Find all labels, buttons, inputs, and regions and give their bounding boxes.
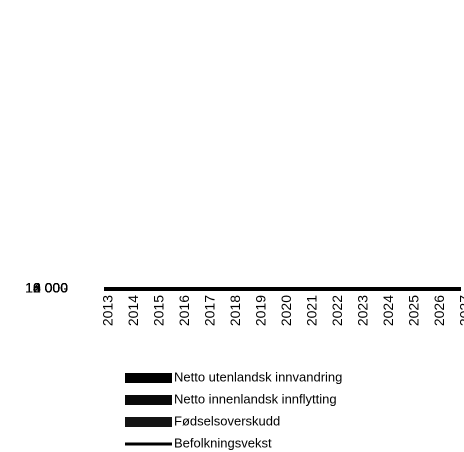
x-tick-label: 2013 xyxy=(100,295,116,326)
legend-label: Netto innenlandsk innflytting xyxy=(174,391,337,406)
legend-label: Befolkningsvekst xyxy=(174,435,272,450)
x-tick-label: 2019 xyxy=(253,295,269,326)
x-tick-label: 2022 xyxy=(329,295,345,326)
y-tick-label: 12 000 xyxy=(25,280,68,296)
y-tick-label: 6 000 xyxy=(33,280,68,296)
y-tick-label: - xyxy=(63,280,68,296)
x-tick-label: 2014 xyxy=(125,295,141,326)
legend-label: Netto utenlandsk innvandring xyxy=(174,369,342,384)
legend-swatch xyxy=(125,395,172,405)
x-tick-label: 2023 xyxy=(355,295,371,326)
x-tick-label: 2021 xyxy=(304,295,320,326)
x-tick-label: 2020 xyxy=(278,295,294,326)
legend-label: Fødselsoverskudd xyxy=(174,413,280,428)
x-tick-label: 2015 xyxy=(151,295,167,326)
legend-swatch xyxy=(125,373,172,383)
y-tick-label: 14 000 xyxy=(25,280,68,296)
y-tick-label: 8 000 xyxy=(33,280,68,296)
x-tick-label: 2024 xyxy=(380,295,396,326)
x-tick-label: 2027 xyxy=(457,295,464,326)
y-tick-label: 2 000 xyxy=(33,280,68,296)
x-tick-label: 2017 xyxy=(202,295,218,326)
y-tick-label: 10 000 xyxy=(25,280,68,296)
legend-swatch xyxy=(125,417,172,427)
x-tick-label: 2025 xyxy=(406,295,422,326)
x-tick-label: 2016 xyxy=(176,295,192,326)
x-tick-label: 2026 xyxy=(431,295,447,326)
y-tick-label: 4 000 xyxy=(33,280,68,296)
x-tick-label: 2018 xyxy=(227,295,243,326)
